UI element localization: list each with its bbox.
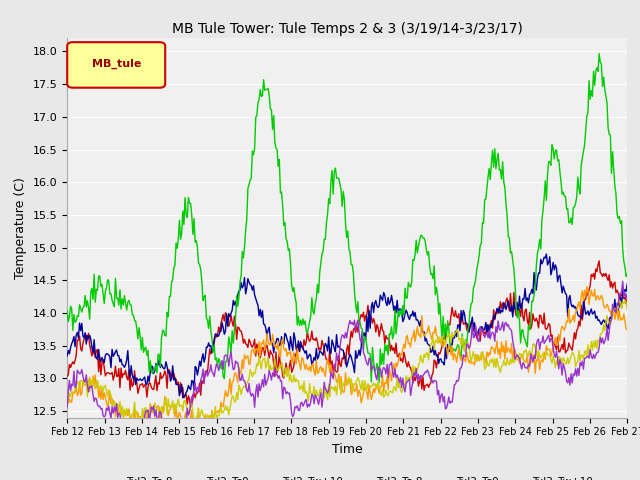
Tul2_Ts-8 — [334, 369, 342, 374]
Line: Tul3_Ts0: Tul3_Ts0 — [67, 300, 627, 426]
Y-axis label: Temperature (C): Temperature (C) — [14, 177, 27, 279]
Tul3_Ts0 — [524, 355, 531, 360]
Tul3_Ts-8 — [623, 327, 631, 333]
X-axis label: Time: Time — [332, 443, 363, 456]
Tul3_Ts0 — [398, 390, 406, 396]
Tul2_Ts-8 — [367, 314, 375, 320]
Title: MB Tule Tower: Tule Temps 2 & 3 (3/19/14-3/23/17): MB Tule Tower: Tule Temps 2 & 3 (3/19/14… — [172, 22, 523, 36]
Tul2_Tw+10 — [524, 344, 531, 349]
Tul2_Ts-8 — [524, 318, 531, 324]
Tul2_Ts-8 — [330, 363, 338, 369]
Tul3_Ts0 — [330, 388, 338, 394]
Tul2_Ts-8 — [612, 290, 620, 296]
Tul3_Ts0 — [367, 384, 375, 390]
Tul2_Tw+10 — [366, 351, 374, 357]
Tul2_Tw+10 — [595, 51, 603, 57]
Tul3_Tw+10 — [611, 308, 619, 314]
Tul3_Tw+10 — [524, 365, 531, 371]
Line: Tul2_Ts0: Tul2_Ts0 — [67, 254, 627, 397]
Tul3_Tw+10 — [63, 404, 71, 409]
Tul2_Ts-8 — [398, 356, 406, 361]
Tul2_Tw+10 — [612, 191, 620, 197]
Tul2_Ts-8 — [595, 258, 603, 264]
Tul3_Tw+10 — [330, 361, 338, 367]
Tul2_Ts0 — [524, 295, 531, 301]
Tul2_Ts0 — [623, 281, 631, 287]
Tul2_Ts0 — [330, 346, 338, 351]
Tul3_Ts-8 — [612, 311, 620, 317]
Tul2_Ts0 — [63, 353, 71, 359]
Tul3_Ts-8 — [189, 429, 196, 435]
Tul2_Tw+10 — [623, 272, 631, 277]
Tul3_Ts0 — [191, 423, 199, 429]
Tul2_Ts0 — [367, 304, 375, 310]
Tul2_Tw+10 — [375, 380, 383, 385]
Tul2_Tw+10 — [398, 312, 406, 318]
Tul2_Ts-8 — [63, 373, 71, 379]
Tul2_Tw+10 — [63, 308, 71, 314]
Text: MB_tule: MB_tule — [92, 59, 141, 69]
Tul3_Ts-8 — [330, 370, 338, 376]
Tul2_Ts0 — [334, 344, 342, 350]
Line: Tul2_Ts-8: Tul2_Ts-8 — [67, 261, 627, 407]
Tul3_Ts-8 — [367, 396, 375, 402]
Tul3_Ts0 — [616, 298, 623, 303]
Tul2_Ts0 — [612, 309, 620, 315]
Tul2_Ts-8 — [623, 297, 631, 302]
Line: Tul3_Tw+10: Tul3_Tw+10 — [67, 281, 627, 445]
Tul3_Ts0 — [334, 381, 342, 387]
Tul2_Ts0 — [398, 307, 406, 313]
Tul3_Ts-8 — [583, 284, 591, 289]
Line: Tul3_Ts-8: Tul3_Ts-8 — [67, 287, 627, 432]
Tul3_Ts-8 — [334, 379, 342, 385]
Tul3_Tw+10 — [334, 358, 342, 363]
Tul2_Ts0 — [179, 395, 187, 400]
Tul2_Ts-8 — [187, 404, 195, 410]
Tul3_Ts-8 — [524, 351, 531, 357]
Tul3_Ts-8 — [63, 401, 71, 407]
Tul3_Tw+10 — [367, 368, 375, 373]
Tul3_Ts0 — [63, 400, 71, 406]
Tul3_Tw+10 — [398, 384, 406, 390]
Tul2_Ts0 — [543, 251, 550, 257]
Tul2_Tw+10 — [330, 191, 337, 197]
Tul2_Tw+10 — [333, 175, 340, 181]
Line: Tul2_Tw+10: Tul2_Tw+10 — [67, 54, 627, 383]
Tul3_Ts0 — [611, 306, 619, 312]
Legend: Tul2_Ts-8, Tul2_Ts0, Tul2_Tw+10, Tul3_Ts-8, Tul3_Ts0, Tul3_Tw+10: Tul2_Ts-8, Tul2_Ts0, Tul2_Tw+10, Tul3_Ts… — [97, 472, 597, 480]
Tul3_Ts0 — [623, 307, 631, 312]
Tul3_Tw+10 — [166, 443, 173, 448]
FancyBboxPatch shape — [67, 42, 165, 88]
Tul3_Ts-8 — [398, 352, 406, 358]
Tul3_Tw+10 — [619, 278, 627, 284]
Tul3_Tw+10 — [623, 291, 631, 297]
